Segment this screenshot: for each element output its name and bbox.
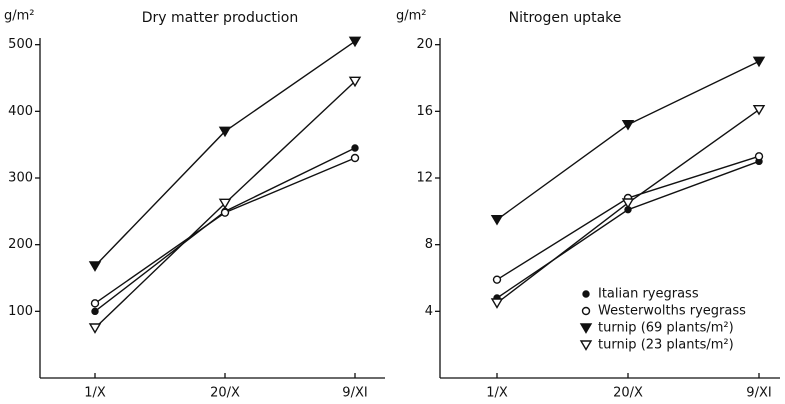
data-point (218, 126, 232, 138)
series-line (94, 40, 356, 267)
y-tick-label: 400 (8, 104, 33, 119)
y-axis-label: g/m² (4, 9, 35, 24)
series-line (496, 155, 760, 281)
y-tick-label: 20 (416, 37, 433, 52)
data-point (91, 307, 99, 316)
legend-label: turnip (69 plants/m²) (598, 321, 734, 336)
data-point (754, 152, 764, 161)
y-tick-label: 8 (425, 237, 433, 252)
x-tick-label: 1/X (84, 386, 106, 401)
series-line (94, 147, 356, 312)
data-point (752, 104, 766, 116)
x-tick-label: 9/XI (342, 386, 367, 401)
y-tick-label: 16 (416, 104, 433, 119)
x-tick-label: 20/X (613, 386, 643, 401)
y-tick-label: 4 (425, 304, 433, 319)
y-tick-label: 200 (8, 237, 33, 252)
data-point (350, 153, 360, 163)
data-point (351, 144, 359, 152)
legend-marker (579, 323, 593, 334)
legend-marker (581, 306, 591, 316)
legend-marker (579, 340, 593, 351)
chart-title: Dry matter production (142, 10, 298, 26)
legend-label: turnip (23 plants/m²) (598, 338, 734, 353)
data-point (348, 76, 362, 88)
y-tick-label: 100 (8, 304, 33, 319)
y-axis-label: g/m² (396, 9, 427, 24)
data-point (220, 208, 230, 217)
data-point (348, 36, 362, 48)
data-point (218, 198, 232, 210)
data-point (88, 323, 102, 334)
data-point (621, 198, 635, 209)
y-tick-label: 500 (8, 37, 33, 52)
series-line (496, 160, 760, 299)
data-point (90, 299, 100, 308)
x-tick-label: 9/XI (746, 386, 771, 401)
data-point (492, 275, 502, 284)
chart-title: Nitrogen uptake (509, 10, 622, 26)
data-point (621, 119, 635, 131)
legend-label: Italian ryegrass (598, 287, 699, 302)
data-point (490, 298, 504, 309)
x-tick-label: 1/X (486, 386, 508, 401)
legend-label: Westerwolths ryegrass (598, 304, 746, 319)
y-tick-label: 12 (416, 171, 433, 186)
legend-marker (582, 290, 590, 298)
data-point (752, 56, 766, 68)
data-point (490, 214, 504, 226)
x-tick-label: 20/X (210, 386, 240, 401)
y-tick-label: 300 (8, 171, 33, 186)
data-point (88, 261, 102, 272)
